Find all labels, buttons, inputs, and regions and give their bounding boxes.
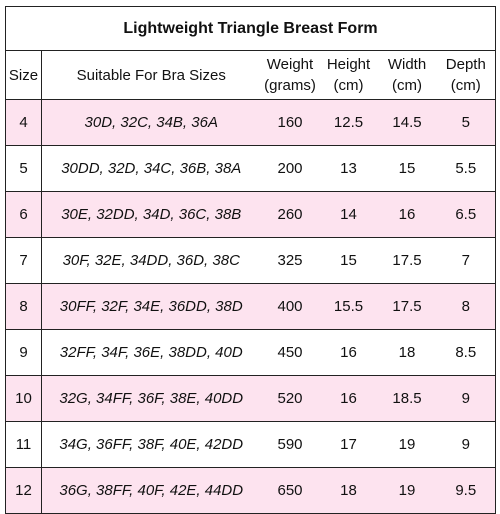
cell-size: 10 <box>5 375 42 422</box>
header-weight-unit: (grams) <box>264 77 316 94</box>
cell-size: 12 <box>5 467 42 514</box>
cell-depth: 9 <box>436 375 497 422</box>
table-row: 9 32FF, 34F, 36E, 38DD, 40D 450 16 18 8.… <box>5 329 497 376</box>
cell-size: 9 <box>5 329 42 376</box>
cell-size: 4 <box>5 99 42 146</box>
cell-depth: 9.5 <box>436 467 497 514</box>
cell-depth: 8.5 <box>436 329 497 376</box>
header-bra-sizes: Suitable For Bra Sizes <box>41 50 261 100</box>
cell-height: 13 <box>319 145 378 192</box>
header-height: Height (cm) <box>319 50 378 100</box>
cell-weight: 400 <box>260 283 320 330</box>
cell-height: 17 <box>319 421 378 468</box>
cell-bra-sizes: 32G, 34FF, 36F, 38E, 40DD <box>41 375 261 422</box>
cell-bra-sizes: 30FF, 32F, 34E, 36DD, 38D <box>41 283 261 330</box>
cell-height: 12.5 <box>319 99 378 146</box>
cell-height: 16 <box>319 375 378 422</box>
cell-size: 8 <box>5 283 42 330</box>
table-row: 11 34G, 36FF, 38F, 40E, 42DD 590 17 19 9 <box>5 421 497 468</box>
cell-bra-sizes: 34G, 36FF, 38F, 40E, 42DD <box>41 421 261 468</box>
cell-depth: 9 <box>436 421 497 468</box>
cell-depth: 6.5 <box>436 191 497 238</box>
cell-size: 6 <box>5 191 42 238</box>
cell-height: 16 <box>319 329 378 376</box>
cell-width: 19 <box>377 421 437 468</box>
cell-width: 15 <box>377 145 437 192</box>
table-row: 4 30D, 32C, 34B, 36A 160 12.5 14.5 5 <box>5 99 497 146</box>
header-depth: Depth (cm) <box>436 50 497 100</box>
cell-height: 14 <box>319 191 378 238</box>
cell-width: 14.5 <box>377 99 437 146</box>
cell-depth: 5.5 <box>436 145 497 192</box>
cell-size: 11 <box>5 421 42 468</box>
cell-weight: 200 <box>260 145 320 192</box>
table-row: 5 30DD, 32D, 34C, 36B, 38A 200 13 15 5.5 <box>5 145 497 192</box>
cell-width: 17.5 <box>377 237 437 284</box>
cell-height: 15 <box>319 237 378 284</box>
header-width-unit: (cm) <box>392 77 422 94</box>
cell-width: 17.5 <box>377 283 437 330</box>
cell-weight: 260 <box>260 191 320 238</box>
header-width-label: Width <box>387 56 427 73</box>
header-height-label: Height <box>326 56 371 73</box>
cell-width: 16 <box>377 191 437 238</box>
header-weight: Weight (grams) <box>260 50 320 100</box>
header-depth-label: Depth <box>445 56 486 73</box>
table-row: 10 32G, 34FF, 36F, 38E, 40DD 520 16 18.5… <box>5 375 497 422</box>
cell-size: 5 <box>5 145 42 192</box>
cell-weight: 450 <box>260 329 320 376</box>
cell-depth: 7 <box>436 237 497 284</box>
cell-weight: 590 <box>260 421 320 468</box>
cell-height: 15.5 <box>319 283 378 330</box>
cell-depth: 5 <box>436 99 497 146</box>
header-weight-label: Weight <box>266 56 314 73</box>
cell-width: 18.5 <box>377 375 437 422</box>
table-title: Lightweight Triangle Breast Form <box>4 6 497 51</box>
cell-bra-sizes: 32FF, 34F, 36E, 38DD, 40D <box>41 329 261 376</box>
title-row: Lightweight Triangle Breast Form <box>4 6 497 51</box>
cell-weight: 325 <box>260 237 320 284</box>
cell-bra-sizes: 30DD, 32D, 34C, 36B, 38A <box>41 145 261 192</box>
header-height-unit: (cm) <box>333 77 364 94</box>
header-row: Size Suitable For Bra Sizes Weight (grams… <box>5 50 497 100</box>
header-width: Width (cm) <box>377 50 437 100</box>
table-row: 7 30F, 32E, 34DD, 36D, 38C 325 15 17.5 7 <box>5 237 497 284</box>
cell-width: 18 <box>377 329 437 376</box>
table-row: 8 30FF, 32F, 34E, 36DD, 38D 400 15.5 17.… <box>5 283 497 330</box>
cell-weight: 160 <box>260 99 320 146</box>
cell-bra-sizes: 30E, 32DD, 34D, 36C, 38B <box>41 191 261 238</box>
cell-depth: 8 <box>436 283 497 330</box>
cell-weight: 520 <box>260 375 320 422</box>
table-row: 6 30E, 32DD, 34D, 36C, 38B 260 14 16 6.5 <box>5 191 497 238</box>
table-body: 4 30D, 32C, 34B, 36A 160 12.5 14.5 5 5 3… <box>5 99 497 514</box>
cell-bra-sizes: 30D, 32C, 34B, 36A <box>41 99 261 146</box>
header-depth-unit: (cm) <box>450 77 481 94</box>
cell-bra-sizes: 30F, 32E, 34DD, 36D, 38C <box>41 237 261 284</box>
cell-weight: 650 <box>260 467 320 514</box>
cell-size: 7 <box>5 237 42 284</box>
cell-height: 18 <box>319 467 378 514</box>
header-size: Size <box>5 50 42 100</box>
size-chart-table: Lightweight Triangle Breast Form Size Su… <box>4 6 497 514</box>
